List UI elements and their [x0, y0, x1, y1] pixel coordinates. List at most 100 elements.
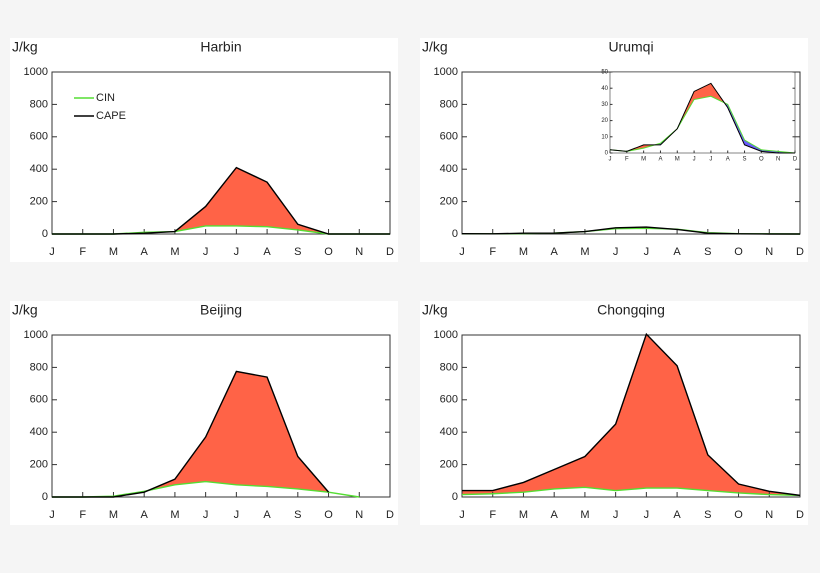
x-tick-label: A	[658, 157, 662, 163]
cape-fill	[610, 83, 795, 153]
cape-line	[52, 166, 390, 235]
y-tick-label: 1000	[24, 66, 48, 78]
x-tick-label: D	[796, 509, 804, 521]
x-tick-label: M	[580, 246, 589, 258]
cape-line	[461, 226, 800, 235]
cape-line	[609, 82, 795, 154]
x-tick-label: O	[734, 246, 743, 258]
x-tick-label: F	[625, 157, 629, 163]
y-axis-label: J/kg	[12, 39, 38, 55]
y-tick-label: 20	[601, 118, 608, 124]
x-tick-label: J	[609, 157, 612, 163]
plot-area	[610, 72, 795, 153]
x-tick-label: S	[704, 509, 711, 521]
cape-line	[52, 370, 330, 498]
x-tick-label: J	[203, 509, 209, 521]
x-tick-label: J	[709, 157, 712, 163]
y-tick-label: 200	[440, 459, 458, 471]
x-tick-label: O	[324, 246, 333, 258]
x-tick-label: J	[49, 246, 55, 258]
legend-label: CIN	[96, 92, 115, 104]
plot-frame	[51, 71, 391, 235]
x-tick-label: A	[726, 157, 730, 163]
y-tick-label: 10	[601, 134, 608, 140]
y-axis-label: J/kg	[422, 302, 448, 318]
y-tick-label: 0	[605, 151, 609, 157]
chart-title: Beijing	[200, 302, 242, 318]
cin-line	[609, 95, 796, 154]
y-tick-label: 0	[452, 228, 458, 240]
x-tick-label: S	[704, 246, 711, 258]
x-tick-label: A	[263, 246, 271, 258]
x-tick-label: M	[580, 509, 589, 521]
x-tick-label: J	[644, 509, 650, 521]
x-tick-label: M	[641, 157, 646, 163]
y-tick-label: 1000	[434, 329, 458, 341]
x-tick-label: J	[234, 246, 240, 258]
plot-frame	[609, 71, 796, 154]
x-tick-label: M	[109, 509, 118, 521]
x-tick-label: J	[693, 157, 696, 163]
x-tick-label: A	[551, 509, 559, 521]
x-tick-label: F	[79, 509, 86, 521]
y-tick-label: 800	[440, 98, 458, 110]
x-tick-label: M	[170, 509, 179, 521]
y-tick-label: 30	[601, 102, 608, 108]
chart-title: Urumqi	[608, 39, 653, 55]
x-tick-label: S	[294, 509, 301, 521]
y-tick-label: 200	[30, 459, 48, 471]
x-tick-label: O	[324, 509, 333, 521]
x-tick-label: J	[644, 246, 650, 258]
x-tick-label: O	[734, 509, 743, 521]
y-tick-label: 800	[30, 98, 48, 110]
x-tick-label: D	[796, 246, 804, 258]
x-tick-label: D	[386, 509, 394, 521]
plot-frame	[51, 334, 391, 498]
y-tick-label: 600	[30, 131, 48, 143]
x-tick-label: F	[489, 246, 496, 258]
x-tick-label: A	[673, 246, 681, 258]
chart-panel: Chongqing J/kg 0 200 400 600 800 1000 J F M A M J J A S O…	[420, 301, 808, 525]
chart-panel: Beijing J/kg 0 200 400 600 800 1000 J F M A M J J A S O N D	[10, 301, 398, 525]
cape-fill	[52, 371, 329, 497]
y-tick-label: 600	[440, 394, 458, 406]
y-tick-label: 400	[30, 426, 48, 438]
y-tick-label: 400	[30, 163, 48, 175]
x-tick-label: M	[519, 246, 528, 258]
y-tick-label: 400	[440, 426, 458, 438]
x-tick-label: M	[519, 509, 528, 521]
x-tick-label: J	[49, 509, 55, 521]
chart-title: Harbin	[200, 39, 241, 55]
y-tick-label: 800	[30, 361, 48, 373]
y-tick-label: 0	[42, 491, 48, 503]
x-tick-label: A	[673, 509, 681, 521]
y-tick-label: 600	[30, 394, 48, 406]
x-tick-label: N	[765, 246, 773, 258]
x-tick-label: A	[263, 509, 271, 521]
x-tick-label: N	[776, 157, 780, 163]
y-tick-label: 200	[440, 196, 458, 208]
x-tick-label: A	[141, 509, 149, 521]
x-tick-label: O	[759, 157, 764, 163]
y-axis-label: J/kg	[12, 302, 38, 318]
x-tick-label: N	[765, 509, 773, 521]
cape-fill	[52, 167, 390, 234]
chart-title: Chongqing	[597, 302, 665, 318]
y-axis-label: J/kg	[422, 39, 448, 55]
x-tick-label: J	[613, 509, 619, 521]
y-tick-label: 1000	[24, 329, 48, 341]
x-tick-label: J	[203, 246, 209, 258]
x-tick-label: J	[459, 246, 465, 258]
x-tick-label: M	[675, 157, 680, 163]
chart-panel: Harbin J/kg 0 200 400 600 800 1000 J F M A M J J A S O N D C…	[10, 38, 398, 262]
x-tick-label: M	[170, 246, 179, 258]
x-tick-label: N	[355, 246, 363, 258]
y-tick-label: 600	[440, 131, 458, 143]
cin-line	[461, 486, 801, 497]
x-tick-label: D	[793, 157, 798, 163]
x-tick-label: S	[743, 157, 747, 163]
x-tick-label: F	[489, 509, 496, 521]
y-tick-label: 200	[30, 196, 48, 208]
